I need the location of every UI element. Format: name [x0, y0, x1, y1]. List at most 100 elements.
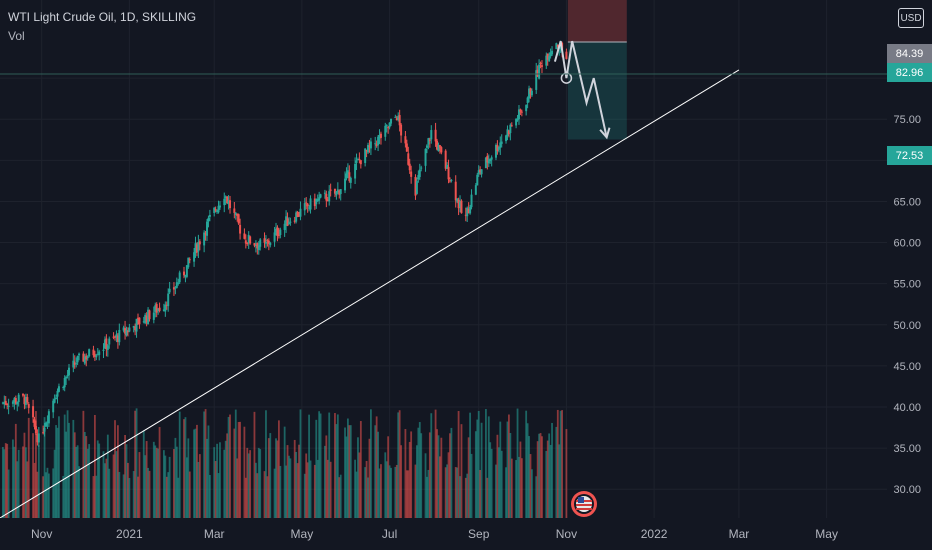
candle-body	[418, 169, 421, 178]
y-tick-label: 45.00	[893, 361, 921, 373]
volume-bar	[37, 445, 40, 518]
volume-bar	[509, 432, 512, 518]
candle-body	[467, 208, 470, 214]
volume-bar	[75, 446, 78, 518]
candle-body	[287, 222, 290, 225]
candle-body	[65, 376, 68, 379]
target-price-tag: 72.53	[887, 146, 932, 165]
x-tick-label: Nov	[556, 527, 577, 541]
trendline-layer[interactable]	[0, 69, 740, 519]
volume-bar	[219, 442, 221, 518]
candle-body	[446, 165, 449, 169]
candle-body	[434, 129, 437, 142]
y-tick-label: 35.00	[893, 443, 921, 455]
candle-body	[93, 354, 96, 357]
candle-body	[510, 125, 513, 127]
candle-body	[424, 148, 427, 166]
volume-bar	[78, 466, 80, 518]
volume-bar	[56, 427, 59, 518]
candle-body	[27, 404, 30, 408]
candle-body	[88, 349, 91, 357]
volume-bar	[420, 433, 423, 518]
volume-bar	[277, 420, 280, 518]
y-tick-label: 65.00	[893, 196, 921, 208]
volume-bar	[556, 409, 559, 518]
volume-bar	[1, 446, 4, 518]
volume-bar	[257, 447, 260, 518]
volume-bar	[4, 443, 7, 518]
candle-body	[172, 287, 175, 290]
candle-body	[345, 173, 348, 179]
candle-body	[277, 234, 280, 236]
candle-body	[158, 307, 161, 311]
volume-bar	[158, 427, 161, 518]
projection-layer[interactable]	[553, 40, 611, 140]
candle-body	[358, 158, 361, 160]
candle-body	[184, 274, 187, 277]
volume-bar	[128, 477, 131, 518]
volume-bar	[497, 447, 500, 518]
volume-bar	[436, 429, 438, 518]
y-tick-label: 50.00	[893, 320, 921, 332]
candle-body	[125, 330, 128, 336]
candle-body	[565, 51, 568, 59]
symbol-title[interactable]: WTI Light Crude Oil, 1D, SKILLING	[8, 10, 197, 24]
volume-bar	[157, 448, 160, 518]
volume-bar	[286, 445, 289, 518]
position-zones	[567, 0, 627, 140]
candle-body	[92, 349, 95, 356]
candle-body	[479, 169, 482, 173]
candle-body	[329, 189, 332, 191]
candle-body	[466, 207, 469, 217]
volume-bar	[127, 462, 129, 518]
candle-body	[369, 141, 372, 149]
candle-body	[116, 335, 119, 342]
candle-body	[295, 212, 298, 222]
candle-body	[114, 336, 117, 338]
currency-badge[interactable]: USD	[898, 8, 924, 28]
volume-bar	[426, 476, 428, 518]
volume-bar	[489, 442, 492, 518]
candle-body	[388, 122, 391, 128]
volume-bar	[216, 443, 218, 518]
candle-body	[484, 157, 487, 169]
candle-body	[195, 244, 198, 253]
candle-body	[519, 109, 522, 112]
candle-body	[405, 143, 408, 152]
candle-body	[269, 242, 272, 246]
volume-bar	[318, 411, 321, 518]
volume-bar	[418, 422, 421, 518]
volume-bar	[549, 444, 552, 518]
stop-loss-zone	[567, 0, 627, 43]
price-axis[interactable]	[887, 0, 932, 518]
volume-bar	[62, 475, 65, 518]
volume-label[interactable]: Vol	[8, 29, 25, 43]
candle-body	[516, 119, 519, 121]
volume-bar	[495, 464, 497, 518]
volume-bar	[226, 433, 229, 518]
candle-body	[279, 229, 282, 235]
volume-bar	[85, 436, 88, 518]
volume-bar	[506, 421, 509, 518]
candle-body	[545, 55, 548, 66]
volume-bar	[555, 426, 558, 518]
volume-bar	[293, 439, 296, 518]
candle-body	[206, 221, 209, 236]
volume-bar	[14, 423, 17, 518]
candle-body	[147, 309, 150, 325]
us-flag-icon[interactable]	[570, 490, 598, 518]
candle-body	[108, 338, 111, 345]
volume-bar	[82, 410, 85, 518]
volume-bar	[52, 468, 55, 518]
candle-body	[236, 213, 239, 216]
time-axis[interactable]	[0, 518, 932, 550]
volume-bar	[24, 447, 27, 518]
volume-bar	[3, 449, 6, 518]
candle-body	[338, 190, 341, 195]
volume-bar	[384, 452, 387, 518]
candle-body	[122, 327, 125, 331]
y-tick-label: 75.00	[893, 114, 921, 126]
x-tick-label: 2022	[641, 527, 668, 541]
volume-bar	[187, 438, 190, 518]
